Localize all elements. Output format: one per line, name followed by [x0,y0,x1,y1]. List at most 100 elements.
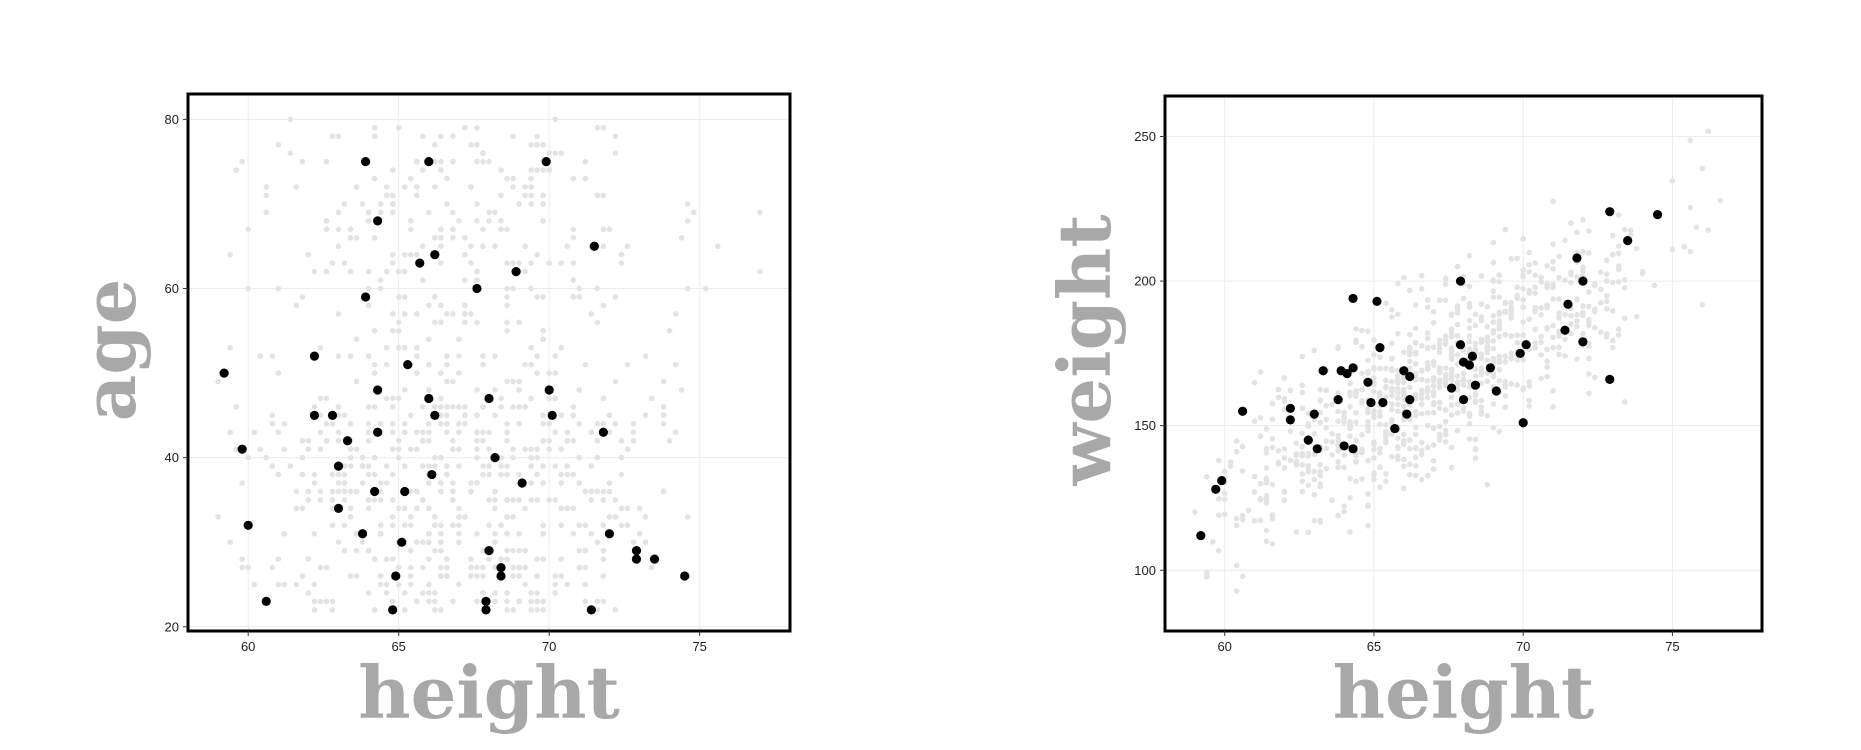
population-point [371,454,378,461]
population-point [1305,469,1312,475]
population-point [1418,395,1425,402]
population-point [1323,438,1329,444]
population-point [594,539,601,546]
population-point [594,454,601,461]
population-point [468,564,474,571]
population-point [1383,439,1389,446]
population-point [480,471,486,478]
population-point [1347,380,1353,387]
population-point [1484,303,1491,310]
data-point [484,393,494,404]
population-point [1580,303,1586,310]
data-point [357,529,368,539]
population-point [1460,370,1467,377]
population-point [432,590,438,596]
population-point [528,192,534,199]
population-point [1538,352,1544,358]
population-point [564,437,571,444]
population-point [450,446,456,452]
population-point [1538,339,1544,346]
population-point [1544,325,1550,331]
data-point [589,241,599,251]
population-point [432,294,438,300]
data-point [472,283,482,294]
population-point [1221,511,1228,518]
data-point [1399,366,1409,376]
population-point [1371,351,1377,358]
population-point [480,429,486,436]
population-point [594,125,601,131]
population-point [612,294,619,300]
population-point [456,505,462,512]
population-point [648,395,655,402]
population-point [335,311,342,317]
population-point [1424,444,1431,451]
data-point [1378,397,1388,408]
y-tick-label: 100 [1134,563,1156,578]
population-point [1406,287,1413,294]
population-point [317,344,324,351]
population-point [329,260,336,266]
population-point [377,581,384,588]
population-point [1466,283,1473,290]
population-point [552,590,559,596]
population-point [1562,336,1568,343]
population-point [1520,304,1526,311]
population-point [1341,464,1347,471]
data-point [424,393,434,404]
population-point [504,429,510,436]
population-point [582,158,589,165]
population-point [444,421,450,427]
population-point [474,277,480,283]
population-point [1401,379,1407,386]
population-point [1299,471,1306,477]
population-point [1592,374,1598,381]
population-point [570,404,577,410]
population-point [534,471,540,478]
population-point [456,539,462,546]
population-point [1269,416,1276,423]
population-point [359,463,366,469]
population-point [1263,527,1270,534]
population-point [498,463,504,469]
population-point [413,446,420,452]
population-point [456,370,462,376]
population-point [1484,323,1491,330]
population-point [1466,410,1473,417]
population-point [1371,414,1377,421]
population-point [564,429,571,436]
population-point [1490,338,1497,344]
population-point [612,133,619,140]
population-point [534,353,540,359]
population-point [389,514,396,520]
population-point [377,573,384,579]
population-point [444,404,450,410]
population-point [419,564,426,571]
population-point [1341,414,1347,421]
population-point [438,564,444,571]
data-point [430,410,440,420]
population-point [1484,349,1491,356]
population-point [498,218,504,224]
population-point [438,234,444,241]
population-point [612,514,619,520]
population-point [1448,444,1455,451]
population-point [1448,352,1455,358]
population-point [401,463,408,469]
population-point [1401,463,1407,470]
population-point [486,218,492,224]
population-point [618,251,625,258]
population-point [510,285,516,292]
population-point [540,327,546,334]
population-point [1472,436,1479,443]
population-point [450,209,456,216]
population-point [1478,314,1485,320]
population-point [1609,232,1616,239]
population-point [1430,466,1437,472]
population-point [480,150,486,156]
population-point [510,260,516,266]
population-point [1621,276,1628,283]
population-point [504,327,510,334]
population-point [275,556,282,562]
population-point [419,133,426,140]
